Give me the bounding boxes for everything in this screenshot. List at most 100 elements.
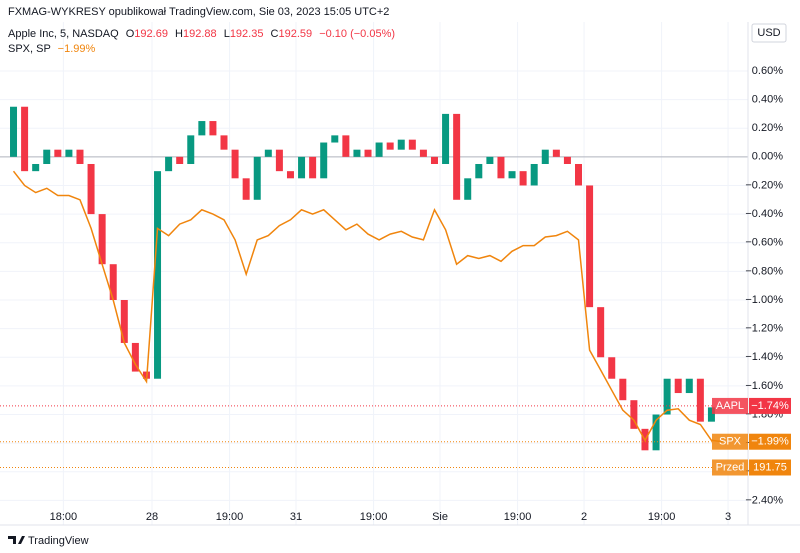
l-value: 192.35 [230,28,264,40]
candle [43,149,51,164]
legend-name: SPX, SP [8,43,51,55]
candle [353,149,361,157]
candle [131,342,139,372]
candle [608,357,616,379]
candle [320,142,328,179]
candle [21,106,29,172]
candle [397,139,405,150]
badge-value-box [749,433,791,450]
candle [331,135,339,143]
candle [65,149,73,157]
y-tick-label: 0.60% [752,65,783,77]
x-tick-label: 3 [725,511,731,523]
x-tick-label: 19:00 [504,511,532,523]
candle [619,378,627,401]
x-tick-label: 19:00 [216,511,244,523]
y-tick-label: −0.60% [745,237,783,249]
y-tick-label: 0.40% [752,93,783,105]
y-tick-label: −0.20% [745,179,783,191]
h-label: H [175,28,183,40]
y-tick-label: 0.20% [752,122,783,134]
badge-label: Przed [716,461,745,473]
x-tick-label: 28 [146,511,158,523]
candle [552,149,560,157]
badge-value: 191.75 [753,461,787,473]
candle [87,163,95,215]
candle [575,163,583,186]
logo: TradingView [8,535,89,547]
c-label: C [271,28,279,40]
x-tick-label: Sie [432,511,448,523]
badge-label-box [712,397,748,414]
change: −0.10 (−0.05%) [319,28,395,40]
candle [519,171,527,186]
legend-name: Apple Inc, 5, NASDAQ [8,28,119,40]
x-tick-label: 31 [290,511,302,523]
candle [508,171,516,179]
candle [586,185,594,308]
badge-value-box [749,397,791,414]
x-tick-label: 19:00 [360,511,388,523]
y-tick-label: −0.80% [745,265,783,277]
candle [530,163,538,186]
logo-icon [8,536,25,544]
badge-label: SPX [719,436,742,448]
candle [475,163,483,179]
candle [541,149,549,164]
candle [342,135,350,157]
candle [364,149,372,157]
candle [630,400,638,429]
candle [154,171,162,379]
candle [231,149,239,179]
y-tick-label: −1.40% [745,351,783,363]
candle [408,139,416,150]
y-tick-label: −1.60% [745,380,783,392]
change: −1.99% [58,43,96,55]
candle [652,414,660,451]
candle [187,135,195,164]
h-value: 192.88 [183,28,217,40]
candle [176,156,184,164]
candle [165,156,173,172]
brand: TradingView [28,535,89,547]
y-tick-label: −2.40% [745,494,783,506]
publish-info: FXMAG-WYKRESY opublikował TradingView.co… [8,6,389,18]
candle [386,142,394,150]
o-label: O [126,28,135,40]
x-tick-label: 2 [581,511,587,523]
candle [253,156,261,200]
candle [430,156,438,164]
candle [707,407,715,422]
y-tick-label: −1.20% [745,323,783,335]
candle [674,378,682,394]
candle [98,214,106,265]
candle [563,156,571,164]
candle [76,149,84,164]
o-value: 192.69 [134,28,168,40]
x-tick-label: 18:00 [50,511,78,523]
badge-label-box [712,433,748,450]
badge-value-box [749,459,791,476]
l-label: L [224,28,230,40]
y-tick-label: −0.40% [745,208,783,220]
y-tick-label: 0.00% [752,151,783,163]
candle [120,299,128,343]
candle [10,106,18,157]
candle [32,163,40,172]
candle [54,149,62,157]
candle [419,149,427,157]
candle [486,156,494,164]
spx-legend: SPX, SP −1.99% [8,43,96,55]
currency-box[interactable] [751,23,787,43]
aapl-legend: Apple Inc, 5, NASDAQ O192.69 H192.88 L19… [8,28,395,40]
badge-label-box [712,459,748,476]
candle [696,378,704,422]
line [12,170,723,443]
candle [375,142,383,157]
candle [264,149,272,157]
candle [298,156,306,179]
c-value: 192.59 [278,28,312,40]
candle [663,378,671,415]
